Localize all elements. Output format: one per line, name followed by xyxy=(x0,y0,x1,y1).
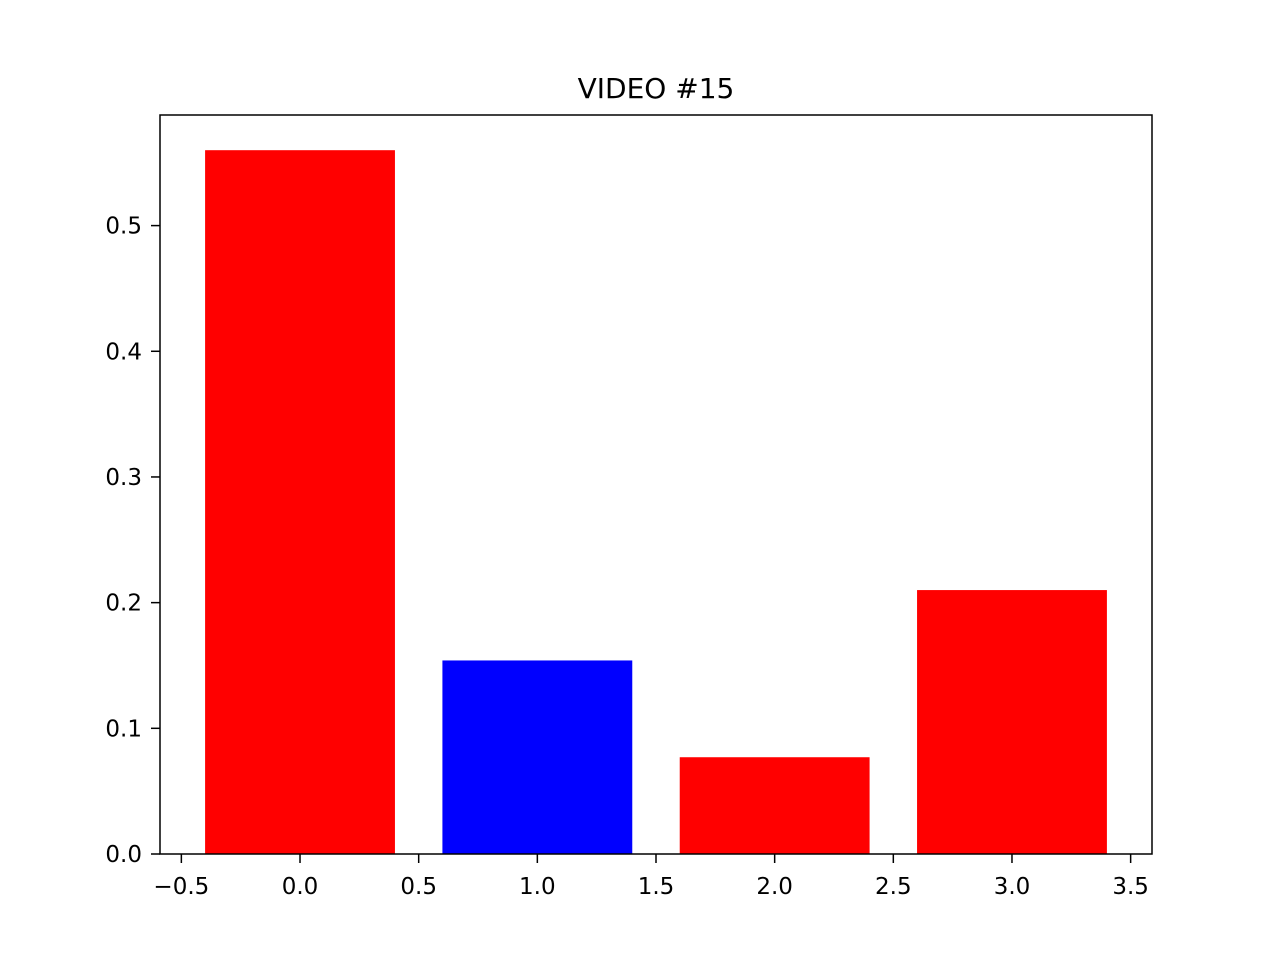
y-axis: 0.0 0.1 0.2 0.3 0.4 0.5 xyxy=(105,214,160,868)
y-tick-label: 0.4 xyxy=(105,339,142,365)
x-tick-label: 3.5 xyxy=(1112,874,1149,900)
y-tick-label: 0.1 xyxy=(105,716,142,742)
x-tick-label: 0.5 xyxy=(400,874,437,900)
x-tick-label: 0.0 xyxy=(282,874,319,900)
bar-2 xyxy=(679,757,870,854)
bar-3 xyxy=(917,590,1107,854)
y-tick-label: 0.2 xyxy=(105,591,142,617)
x-axis: −0.5 0.0 0.5 1.0 1.5 2.0 2.5 3.0 3.5 xyxy=(153,854,1149,900)
x-tick-label: 3.0 xyxy=(994,874,1031,900)
bar-1 xyxy=(442,660,633,854)
x-tick-label: 2.0 xyxy=(756,874,793,900)
x-tick-label: 1.0 xyxy=(519,874,556,900)
x-tick-label: 2.5 xyxy=(875,874,912,900)
y-tick-label: 0.5 xyxy=(105,214,142,240)
y-tick-label: 0.3 xyxy=(105,465,142,491)
x-tick-label: 1.5 xyxy=(638,874,675,900)
chart-title: VIDEO #15 xyxy=(578,72,735,105)
y-tick-label: 0.0 xyxy=(105,842,142,868)
bar-0 xyxy=(205,150,395,854)
bars-group xyxy=(205,150,1107,854)
x-tick-label: −0.5 xyxy=(153,874,209,900)
